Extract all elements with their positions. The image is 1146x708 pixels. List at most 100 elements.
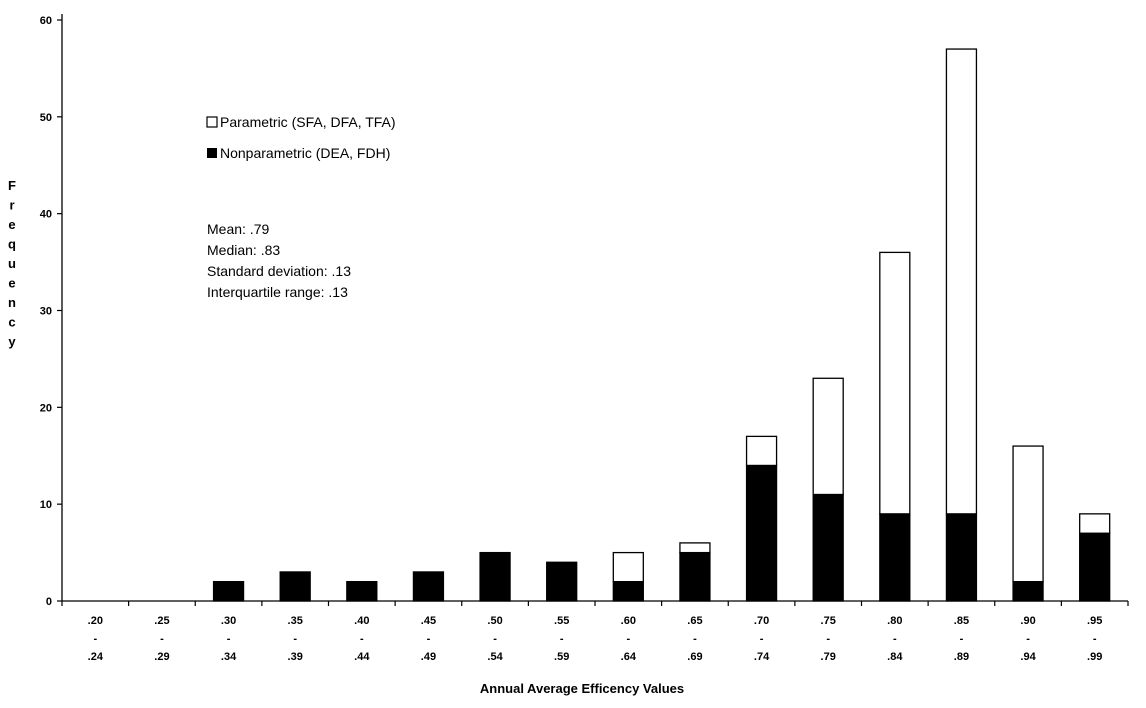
x-tick-label-mid: - [1093, 633, 1097, 645]
x-tick-label-top: .50 [487, 615, 502, 627]
x-tick-label-bottom: .54 [487, 651, 503, 663]
y-tick-label: 60 [40, 15, 52, 27]
legend: Parametric (SFA, DFA, TFA) Nonparametric… [206, 114, 396, 161]
y-tick-label: 30 [40, 306, 52, 318]
x-tick-label-bottom: .39 [288, 651, 303, 663]
stat-mean: Mean: .79 [207, 221, 269, 237]
x-tick-label-mid: - [893, 633, 897, 645]
bar-nonparametric-2 [212, 580, 245, 602]
x-tick-label-mid: - [293, 633, 297, 645]
x-ticks-group: .20 - .24 .25 - .29 .30 - .34 .35 - .39 .40 - .44 .45 -.… [61, 601, 1129, 663]
stat-standard-deviation: Standard deviation: .13 [207, 263, 351, 279]
stat-interquartile-range: Interquartile range: .13 [207, 284, 348, 300]
x-tick-label-top: .75 [821, 615, 836, 627]
x-axis-title: Annual Average Efficency Values [480, 681, 684, 696]
x-tick-label-top: .70 [754, 615, 769, 627]
x-tick-label-bottom: .24 [88, 651, 104, 663]
x-tick-label-mid: - [493, 633, 497, 645]
x-tick-label-top: .80 [887, 615, 902, 627]
legend-swatch-nonparametric [207, 148, 217, 158]
bar-nonparametric-3 [279, 571, 311, 602]
bar-parametric-8 [612, 551, 644, 583]
x-tick-label-top: .90 [1020, 615, 1035, 627]
x-tick-label-mid: - [560, 633, 564, 645]
bar-nonparametric-8 [612, 580, 644, 602]
x-tick-label-bottom: .89 [954, 651, 969, 663]
bar-nonparametric-12 [879, 513, 911, 602]
x-tick-label-mid: - [960, 633, 964, 645]
x-tick-label-bottom: .99 [1087, 651, 1102, 663]
x-tick-label-mid: - [160, 633, 164, 645]
x-tick-label-mid: - [826, 633, 830, 645]
bar-nonparametric-5 [412, 571, 445, 602]
y-tick-label: 0 [46, 596, 52, 608]
y-axis-title-letter: n [8, 295, 16, 310]
y-axis-title-letter: r [9, 198, 14, 213]
y-ticks-group: 0 10 20 30 40 50 60 [40, 15, 62, 608]
x-tick-label-mid: - [760, 633, 764, 645]
y-axis-title-letter: y [8, 334, 16, 349]
x-tick-label-top: .95 [1087, 615, 1102, 627]
legend-label-parametric: Parametric (SFA, DFA, TFA) [220, 114, 396, 130]
x-tick-label-bottom: .69 [687, 651, 702, 663]
y-tick-label: 20 [40, 402, 52, 414]
y-axis-title-letter: u [8, 256, 16, 271]
bar-nonparametric-6 [479, 551, 511, 602]
y-tick-label: 10 [40, 499, 52, 511]
bar-nonparametric-14 [1012, 580, 1044, 602]
legend-swatch-parametric [206, 116, 218, 128]
bar-parametric-11 [812, 377, 844, 496]
x-tick-label-bottom: .79 [821, 651, 836, 663]
y-axis-title-letter: e [8, 276, 15, 291]
bar-nonparametric-9 [679, 551, 711, 602]
x-tick-label-mid: - [93, 633, 97, 645]
bar-nonparametric-4 [346, 580, 378, 602]
x-tick-label-mid: - [360, 633, 364, 645]
x-tick-label-bottom: .49 [421, 651, 436, 663]
x-tick-label-bottom: .94 [1020, 651, 1036, 663]
y-axis-title-letter: F [8, 178, 16, 193]
bar-parametric-15 [1079, 513, 1111, 534]
bar-parametric-10 [745, 435, 778, 467]
y-tick-label: 50 [40, 112, 52, 124]
bar-nonparametric-15 [1079, 532, 1111, 602]
x-tick-label-bottom: .44 [354, 651, 370, 663]
y-axis-title-letter: q [8, 237, 16, 252]
bar-parametric-13 [945, 48, 978, 515]
y-tick-label: 40 [40, 209, 52, 221]
x-tick-label-mid: - [693, 633, 697, 645]
legend-label-nonparametric: Nonparametric (DEA, FDH) [220, 145, 390, 161]
x-tick-label-mid: - [626, 633, 630, 645]
x-tick-label-top: .20 [88, 615, 103, 627]
x-tick-label-bottom: .29 [154, 651, 169, 663]
x-tick-label-top: .40 [354, 615, 369, 627]
x-tick-label-top: .25 [154, 615, 169, 627]
bar-nonparametric-7 [546, 561, 578, 602]
bar-parametric-12 [879, 251, 911, 515]
bar-parametric-9 [679, 542, 711, 554]
x-tick-label-bottom: .74 [754, 651, 770, 663]
x-tick-label-top: .85 [954, 615, 969, 627]
bar-nonparametric-11 [812, 493, 844, 602]
x-tick-label-bottom: .59 [554, 651, 569, 663]
stats-annotation: Mean: .79 Median: .83 Standard deviation… [207, 221, 351, 300]
x-tick-label-top: .60 [621, 615, 636, 627]
x-tick-label-mid: - [427, 633, 431, 645]
x-tick-label-bottom: .34 [221, 651, 237, 663]
bars-group [212, 48, 1111, 602]
bar-nonparametric-13 [945, 513, 978, 602]
x-tick-label-mid: - [227, 633, 231, 645]
x-tick-label-top: .65 [687, 615, 702, 627]
bar-parametric-14 [1012, 445, 1044, 583]
x-tick-label-top: .45 [421, 615, 436, 627]
x-tick-label-mid: - [1026, 633, 1030, 645]
bar-nonparametric-10 [745, 464, 778, 602]
x-tick-label-bottom: .84 [887, 651, 903, 663]
x-tick-label-bottom: .64 [621, 651, 637, 663]
y-axis-title-letter: e [8, 217, 15, 232]
x-tick-label-top: .55 [554, 615, 569, 627]
x-tick-label-top: .35 [288, 615, 303, 627]
y-axis-title-letter: c [8, 315, 15, 330]
